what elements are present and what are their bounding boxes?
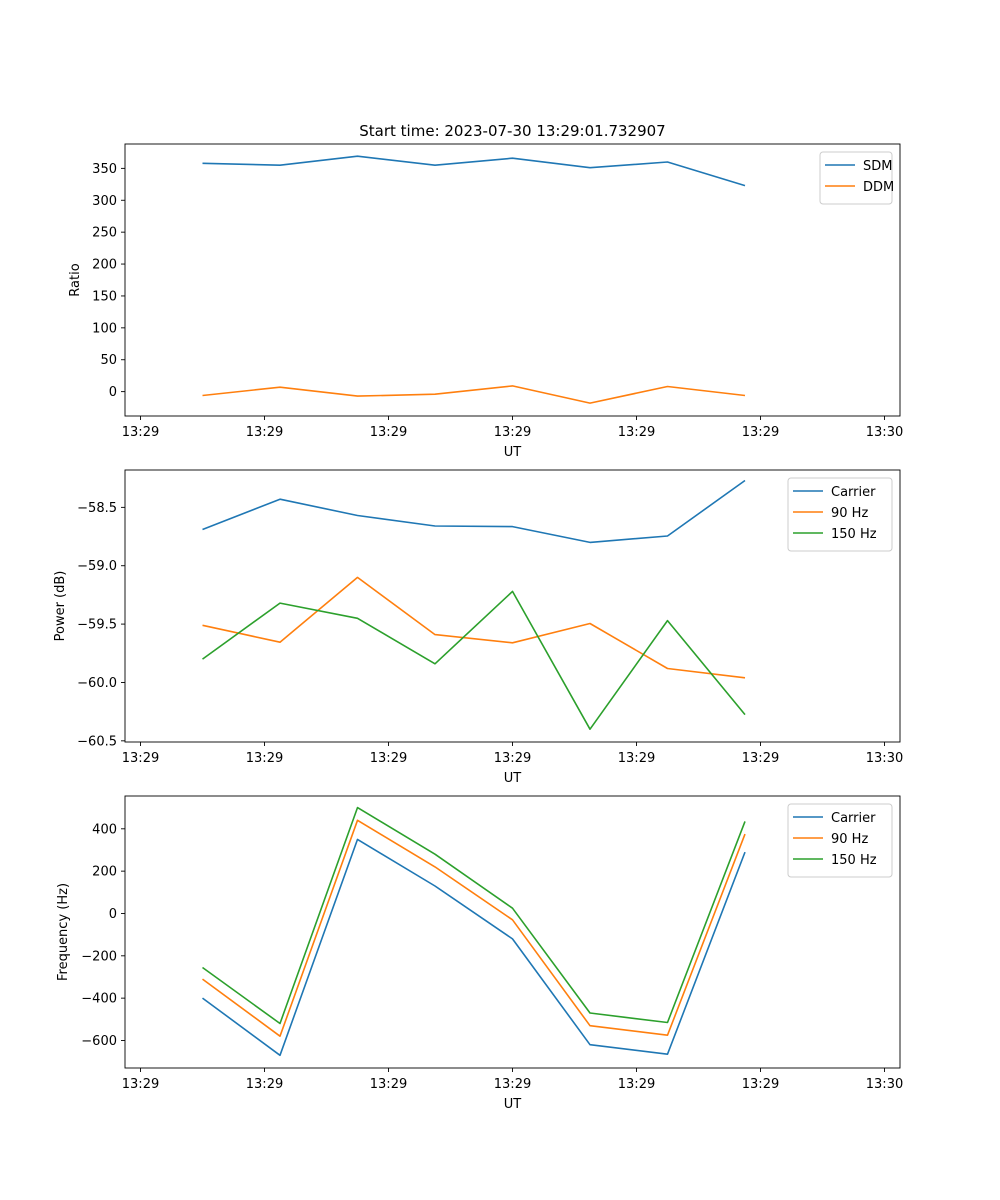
x-tick-label: 13:30 — [866, 1077, 903, 1092]
x-tick-label: 13:29 — [494, 1077, 531, 1092]
legend-label: 90 Hz — [831, 506, 868, 521]
x-tick-label: 13:29 — [122, 425, 159, 440]
y-tick-label: −600 — [81, 1034, 117, 1049]
x-tick-label: 13:29 — [494, 425, 531, 440]
legend-label: 150 Hz — [831, 527, 877, 542]
y-tick-label: 300 — [92, 194, 117, 209]
legend-label: Carrier — [831, 811, 876, 826]
y-axis-label: Frequency (Hz) — [56, 883, 71, 981]
y-tick-label: 200 — [92, 258, 117, 273]
x-tick-label: 13:29 — [742, 751, 779, 766]
x-tick-label: 13:29 — [370, 425, 407, 440]
series-line-150-hz — [202, 590, 746, 731]
ratio-panel: Start time: 2023-07-30 13:29:01.732907 1… — [68, 122, 903, 460]
series-line-sdm — [202, 155, 746, 187]
series-line-150-hz — [202, 806, 746, 1025]
y-tick-label: 50 — [100, 353, 117, 368]
legend: Carrier 90 Hz 150 Hz — [787, 477, 893, 552]
x-tick-label: 13:29 — [122, 751, 159, 766]
series-line-ddm — [202, 385, 746, 404]
x-tick-label: 13:29 — [246, 1077, 283, 1092]
y-tick-label: 150 — [92, 289, 117, 304]
y-tick-label: 250 — [92, 226, 117, 241]
y-axis-label: Power (dB) — [53, 571, 68, 642]
x-tick-label: 13:29 — [370, 1077, 407, 1092]
y-tick-label: 100 — [92, 321, 117, 336]
legend: SDM DDM — [819, 151, 894, 205]
x-tick-label: 13:29 — [494, 751, 531, 766]
x-tick-label: 13:29 — [122, 1077, 159, 1092]
series-line-carrier — [202, 479, 746, 544]
x-tick-label: 13:30 — [866, 425, 903, 440]
y-tick-label: −60.5 — [77, 734, 117, 749]
power-panel: 13:29 13:29 13:29 13:29 13:29 13:29 13:30 −58.5… — [53, 469, 903, 786]
legend-label: 90 Hz — [831, 832, 868, 847]
y-tick-label: 0 — [109, 907, 117, 922]
y-tick-label: −59.0 — [77, 559, 117, 574]
chart-title: Start time: 2023-07-30 13:29:01.732907 — [359, 122, 665, 140]
series-line-carrier — [202, 838, 746, 1057]
y-tick-label: 400 — [92, 822, 117, 837]
x-axis-label: UT — [504, 1097, 522, 1112]
x-tick-label: 13:29 — [370, 751, 407, 766]
frequency-panel: 13:29 13:29 13:29 13:29 13:29 13:29 13:30 400 20… — [56, 795, 903, 1112]
legend: Carrier 90 Hz 150 Hz — [787, 803, 893, 878]
power-plot-area: 13:29 13:29 13:29 13:29 13:29 13:29 13:30 −58.5… — [77, 469, 903, 766]
legend-label: Carrier — [831, 485, 876, 500]
x-tick-label: 13:30 — [866, 751, 903, 766]
x-tick-label: 13:29 — [618, 1077, 655, 1092]
series-line-90-hz — [202, 576, 746, 679]
x-tick-label: 13:29 — [742, 425, 779, 440]
y-axis-label: Ratio — [68, 263, 83, 296]
x-tick-label: 13:29 — [742, 1077, 779, 1092]
frequency-plot-area: 13:29 13:29 13:29 13:29 13:29 13:29 13:30 400 20… — [81, 795, 903, 1092]
y-tick-label: 350 — [92, 162, 117, 177]
series-line-90-hz — [202, 819, 746, 1037]
y-tick-label: 0 — [109, 385, 117, 400]
legend-label: SDM — [863, 159, 892, 174]
y-tick-label: −400 — [81, 992, 117, 1007]
y-tick-label: −60.0 — [77, 676, 117, 691]
y-tick-label: −59.5 — [77, 618, 117, 633]
legend-label: DDM — [863, 180, 894, 195]
x-axis-label: UT — [504, 771, 522, 786]
x-axis-label: UT — [504, 445, 522, 460]
x-tick-label: 13:29 — [618, 425, 655, 440]
legend-label: 150 Hz — [831, 853, 877, 868]
y-tick-label: 200 — [92, 865, 117, 880]
y-tick-label: −58.5 — [77, 501, 117, 516]
x-tick-label: 13:29 — [618, 751, 655, 766]
ratio-plot-area: 13:29 13:29 13:29 13:29 13:29 13:29 13:30 0 50 10… — [92, 143, 903, 440]
x-tick-label: 13:29 — [246, 751, 283, 766]
y-tick-label: −200 — [81, 949, 117, 964]
x-tick-label: 13:29 — [246, 425, 283, 440]
